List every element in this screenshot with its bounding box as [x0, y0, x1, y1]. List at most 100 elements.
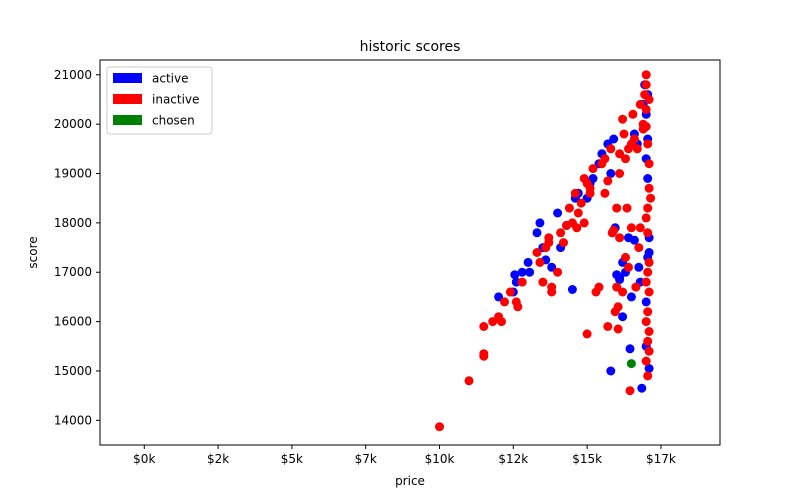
point-inactive-95 — [579, 218, 589, 228]
legend-swatch-active — [113, 73, 142, 83]
point-inactive-24 — [564, 203, 574, 213]
y-tick-label-2: 16000 — [54, 315, 92, 329]
point-active-7 — [532, 228, 542, 238]
point-active-32 — [625, 344, 635, 354]
point-inactive-31 — [582, 329, 592, 339]
point-inactive-38 — [603, 322, 613, 331]
point-inactive-63 — [644, 183, 654, 193]
point-active-12 — [553, 208, 563, 218]
point-inactive-28 — [576, 198, 586, 208]
y-tick-label-1: 15000 — [54, 364, 92, 378]
point-inactive-37 — [600, 188, 610, 198]
y-tick-label-6: 20000 — [54, 117, 92, 131]
point-inactive-33 — [585, 183, 595, 193]
point-inactive-60 — [641, 70, 651, 80]
y-tick-label-0: 14000 — [54, 413, 92, 427]
point-inactive-66 — [641, 213, 651, 223]
x-tick-label-6: $15k — [572, 452, 602, 466]
point-inactive-43 — [612, 282, 622, 292]
point-inactive-71 — [643, 307, 653, 317]
point-inactive-20 — [553, 267, 563, 277]
point-inactive-91 — [635, 99, 645, 109]
point-active-24 — [606, 169, 616, 178]
legend-label-inactive: inactive — [152, 93, 199, 107]
point-inactive-86 — [610, 307, 620, 317]
point-inactive-21 — [556, 228, 566, 238]
legend-swatch-chosen — [113, 115, 142, 125]
point-inactive-87 — [622, 203, 632, 213]
point-active-20 — [588, 174, 598, 183]
point-active-8 — [535, 218, 545, 228]
y-tick-label-7: 21000 — [54, 68, 92, 82]
point-active-52 — [629, 235, 639, 245]
point-inactive-69 — [641, 277, 651, 287]
point-inactive-83 — [618, 114, 628, 124]
point-inactive-42 — [612, 203, 622, 213]
x-tick-label-7: $17k — [646, 452, 676, 466]
point-inactive-65 — [643, 203, 653, 213]
x-axis: $0k $2k $5k $7k $10k $12k $15k $17k — [133, 445, 676, 466]
point-inactive-92 — [626, 223, 636, 233]
legend-swatch-inactive — [113, 94, 142, 104]
point-active-47 — [644, 364, 654, 373]
point-inactive-79 — [644, 95, 654, 104]
point-inactive-59 — [641, 104, 651, 114]
point-active-6 — [525, 267, 535, 277]
point-inactive-75 — [641, 356, 651, 366]
point-active-41 — [643, 174, 653, 183]
point-inactive-41 — [609, 225, 619, 235]
point-inactive-84 — [615, 233, 625, 243]
point-inactive-64 — [646, 193, 656, 203]
x-tick-label-2: $5k — [281, 452, 303, 466]
point-inactive-67 — [644, 257, 654, 267]
point-inactive-49 — [624, 262, 633, 272]
point-inactive-89 — [643, 228, 653, 238]
point-inactive-1 — [464, 376, 474, 386]
point-inactive-12 — [517, 277, 527, 287]
legend-label-active: active — [152, 72, 188, 86]
point-active-0 — [494, 292, 504, 302]
point-active-2 — [510, 270, 520, 280]
point-inactive-11 — [513, 302, 523, 312]
point-inactive-74 — [643, 336, 653, 346]
point-active-50 — [606, 366, 616, 376]
point-active-4 — [517, 267, 527, 277]
point-active-49 — [618, 312, 628, 322]
point-active-15 — [567, 285, 577, 294]
point-inactive-93 — [588, 164, 598, 174]
y-axis: 14000 15000 16000 17000 18000 19000 20000 21000 — [54, 68, 100, 427]
chart-title: historic scores — [360, 39, 461, 55]
y-tick-label-5: 19000 — [54, 167, 92, 181]
point-inactive-45 — [615, 149, 625, 159]
x-tick-label-5: $12k — [498, 452, 528, 466]
point-inactive-46 — [615, 169, 625, 178]
points-layer — [435, 70, 656, 432]
plot-frame — [99, 59, 721, 446]
point-chosen-0 — [626, 359, 636, 369]
point-inactive-22 — [559, 238, 568, 248]
y-tick-label-3: 17000 — [54, 265, 92, 279]
point-active-51 — [615, 275, 625, 285]
point-inactive-88 — [631, 282, 641, 292]
point-inactive-77 — [644, 346, 654, 356]
point-inactive-0 — [435, 422, 444, 432]
y-axis-title: score — [26, 236, 40, 268]
point-inactive-82 — [621, 154, 630, 164]
point-inactive-81 — [624, 144, 633, 154]
point-active-45 — [641, 297, 651, 307]
point-inactive-50 — [625, 386, 635, 396]
y-tick-label-4: 18000 — [54, 216, 92, 230]
x-tick-label-1: $2k — [207, 452, 229, 466]
x-axis-title: price — [395, 474, 425, 488]
point-inactive-47 — [618, 287, 628, 297]
legend-label-chosen: chosen — [152, 114, 195, 128]
point-inactive-72 — [641, 317, 651, 327]
point-active-5 — [523, 257, 533, 267]
x-tick-label-3: $7k — [355, 452, 377, 466]
point-inactive-15 — [538, 277, 548, 287]
point-inactive-68 — [643, 267, 653, 277]
point-inactive-85 — [603, 176, 613, 186]
point-inactive-14 — [535, 257, 545, 267]
x-tick-label-0: $0k — [133, 452, 155, 466]
